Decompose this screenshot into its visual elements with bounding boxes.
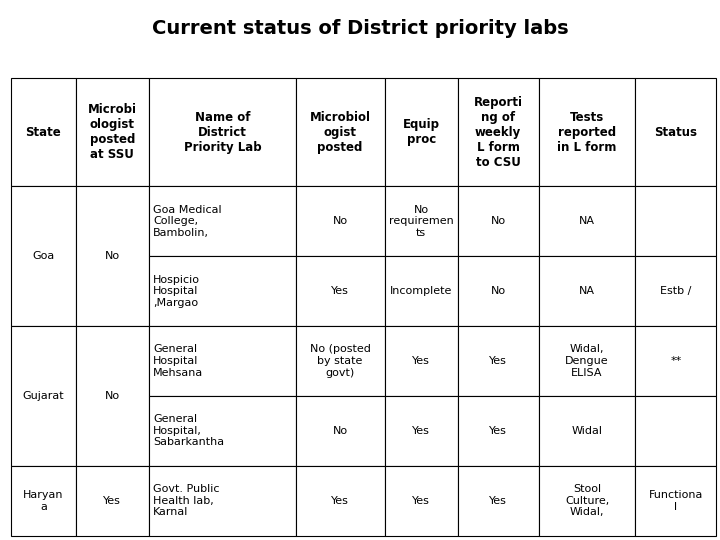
Text: No: No bbox=[490, 286, 505, 296]
Text: Microbi
ologist
posted
at SSU: Microbi ologist posted at SSU bbox=[88, 103, 137, 161]
Bar bbox=[149, 396, 296, 466]
Text: No: No bbox=[333, 426, 348, 436]
Bar bbox=[539, 78, 636, 186]
Text: General
Hospital
Mehsana: General Hospital Mehsana bbox=[153, 345, 204, 377]
Text: No: No bbox=[333, 216, 348, 226]
Bar bbox=[384, 466, 458, 536]
Text: No
requiremen
ts: No requiremen ts bbox=[389, 205, 454, 238]
Bar bbox=[458, 186, 539, 256]
Text: Yes: Yes bbox=[104, 496, 122, 506]
Bar bbox=[384, 256, 458, 326]
Text: Microbiol
ogist
posted: Microbiol ogist posted bbox=[310, 111, 371, 154]
Text: Yes: Yes bbox=[413, 426, 430, 436]
Text: Estb /: Estb / bbox=[660, 286, 692, 296]
Text: Haryan
a: Haryan a bbox=[23, 490, 63, 511]
Text: State: State bbox=[25, 126, 61, 139]
Text: Yes: Yes bbox=[413, 356, 430, 366]
Text: Incomplete: Incomplete bbox=[390, 286, 452, 296]
Bar bbox=[11, 78, 76, 186]
Bar bbox=[76, 326, 149, 466]
Bar bbox=[636, 326, 716, 396]
Bar bbox=[539, 466, 636, 536]
Bar bbox=[296, 326, 384, 396]
Bar bbox=[11, 466, 76, 536]
Bar bbox=[384, 186, 458, 256]
Bar bbox=[539, 396, 636, 466]
Text: Yes: Yes bbox=[489, 426, 507, 436]
Text: Reporti
ng of
weekly
L form
to CSU: Reporti ng of weekly L form to CSU bbox=[474, 96, 523, 169]
Bar bbox=[384, 326, 458, 396]
Bar bbox=[539, 186, 636, 256]
Text: Hospicio
Hospital
,Margao: Hospicio Hospital ,Margao bbox=[153, 274, 200, 308]
Text: No: No bbox=[105, 251, 120, 261]
Bar bbox=[149, 78, 296, 186]
Text: Yes: Yes bbox=[489, 496, 507, 506]
Text: Yes: Yes bbox=[331, 496, 349, 506]
Text: Yes: Yes bbox=[413, 496, 430, 506]
Text: Current status of District priority labs: Current status of District priority labs bbox=[152, 19, 568, 38]
Text: NA: NA bbox=[579, 286, 595, 296]
Bar bbox=[11, 186, 76, 326]
Text: Tests
reported
in L form: Tests reported in L form bbox=[557, 111, 617, 154]
Text: Goa Medical
College,
Bambolin,: Goa Medical College, Bambolin, bbox=[153, 205, 222, 238]
Text: Yes: Yes bbox=[331, 286, 349, 296]
Text: No: No bbox=[490, 216, 505, 226]
Text: Goa: Goa bbox=[32, 251, 55, 261]
Bar bbox=[458, 78, 539, 186]
Bar bbox=[636, 466, 716, 536]
Bar bbox=[636, 256, 716, 326]
Text: NA: NA bbox=[579, 216, 595, 226]
Bar bbox=[636, 186, 716, 256]
Bar bbox=[384, 396, 458, 466]
Text: No (posted
by state
govt): No (posted by state govt) bbox=[310, 345, 371, 377]
Text: Functiona
l: Functiona l bbox=[649, 490, 703, 511]
Text: **: ** bbox=[670, 356, 682, 366]
Bar bbox=[296, 466, 384, 536]
Text: Gujarat: Gujarat bbox=[22, 391, 64, 401]
Text: General
Hospital,
Sabarkantha: General Hospital, Sabarkantha bbox=[153, 414, 225, 448]
Bar bbox=[76, 78, 149, 186]
Bar bbox=[76, 186, 149, 326]
Text: Equip
proc: Equip proc bbox=[402, 118, 440, 146]
Bar bbox=[458, 326, 539, 396]
Bar bbox=[458, 256, 539, 326]
Bar bbox=[11, 326, 76, 466]
Bar bbox=[636, 78, 716, 186]
Bar bbox=[76, 466, 149, 536]
Bar bbox=[539, 256, 636, 326]
Text: Widal: Widal bbox=[572, 426, 603, 436]
Bar bbox=[296, 256, 384, 326]
Text: Widal,
Dengue
ELISA: Widal, Dengue ELISA bbox=[565, 345, 609, 377]
Bar bbox=[296, 186, 384, 256]
Bar bbox=[636, 396, 716, 466]
Bar bbox=[149, 326, 296, 396]
Text: Name of
District
Priority Lab: Name of District Priority Lab bbox=[184, 111, 261, 154]
Bar bbox=[458, 466, 539, 536]
Bar bbox=[149, 186, 296, 256]
Bar bbox=[149, 256, 296, 326]
Bar bbox=[539, 326, 636, 396]
Text: Yes: Yes bbox=[489, 356, 507, 366]
Bar bbox=[384, 78, 458, 186]
Text: Govt. Public
Health lab,
Karnal: Govt. Public Health lab, Karnal bbox=[153, 484, 220, 517]
Text: Stool
Culture,
Widal,: Stool Culture, Widal, bbox=[565, 484, 609, 517]
Bar bbox=[296, 78, 384, 186]
Bar bbox=[458, 396, 539, 466]
Text: Status: Status bbox=[654, 126, 698, 139]
Text: No: No bbox=[105, 391, 120, 401]
Bar bbox=[296, 396, 384, 466]
Bar bbox=[149, 466, 296, 536]
